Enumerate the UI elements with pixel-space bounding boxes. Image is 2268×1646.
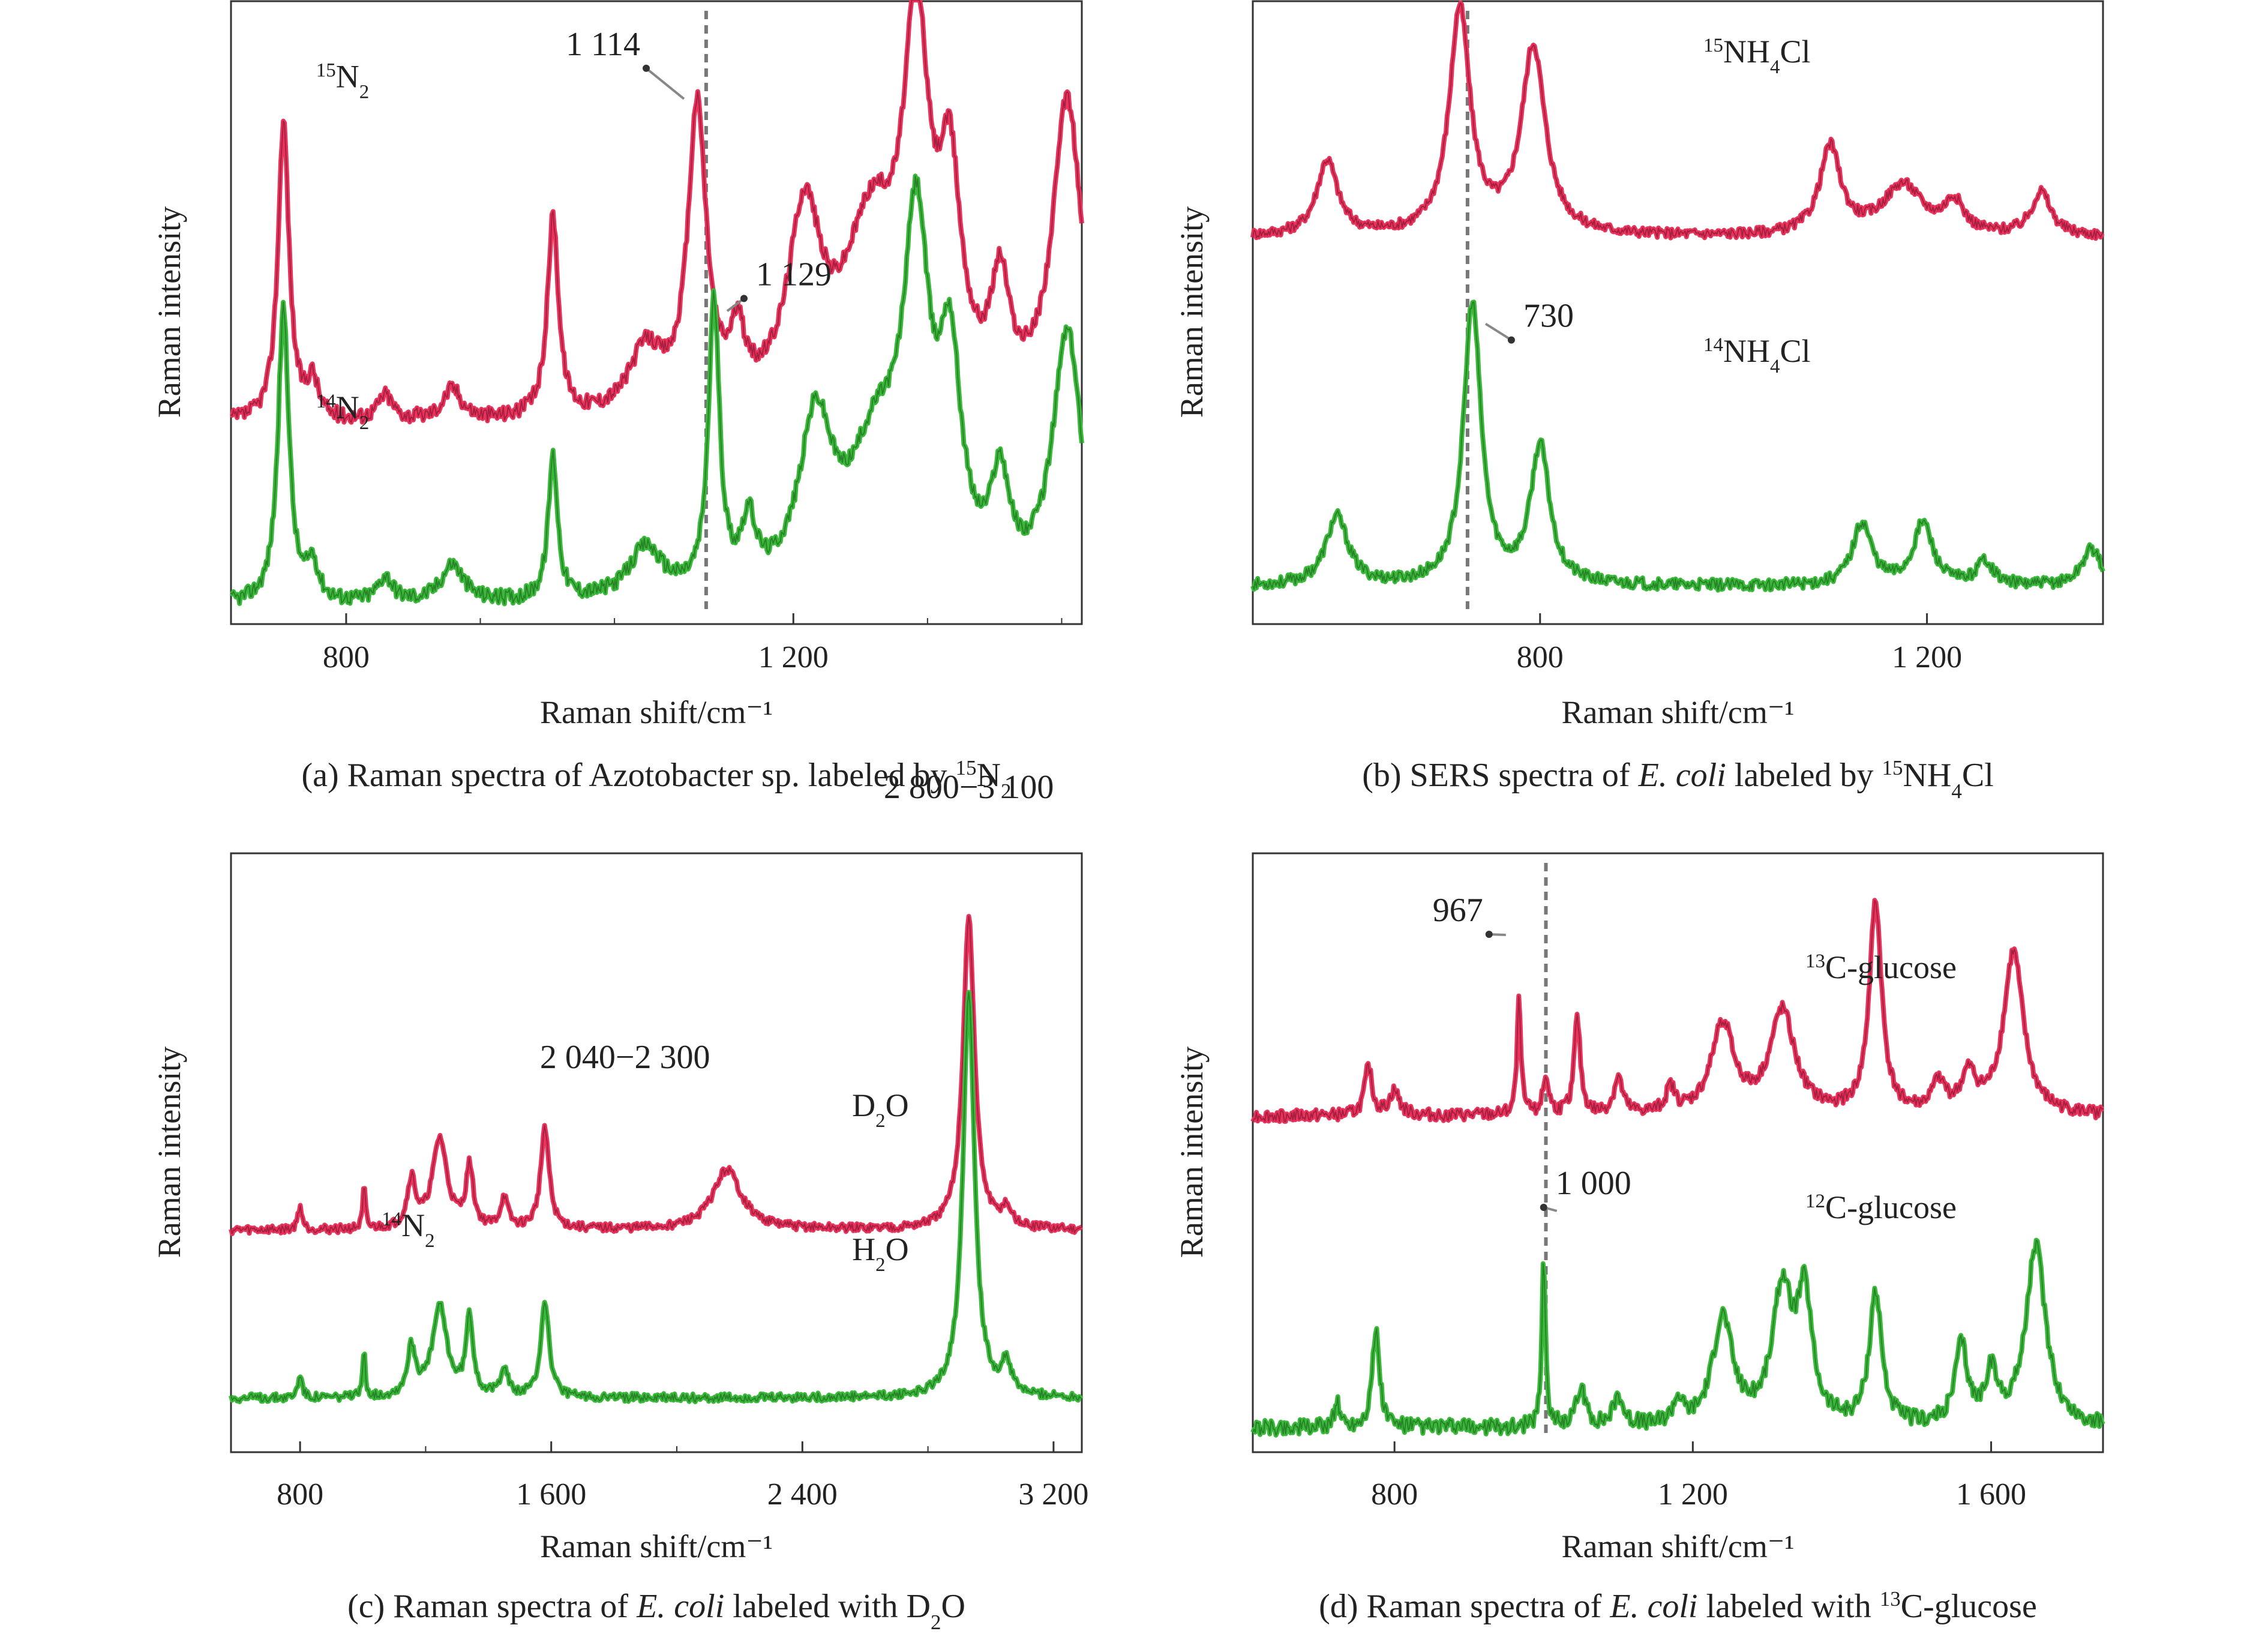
x-tick-label: 1 600 [1956, 1477, 2026, 1512]
x-tick-label: 2 400 [767, 1477, 838, 1512]
annotation-pointer-dot [1485, 931, 1493, 938]
series-label: 12C-glucose [1805, 1189, 1957, 1225]
x-tick-label: 800 [1517, 640, 1564, 674]
x-axis-label: Raman shift/cm⁻¹ [1561, 1528, 1794, 1564]
x-tick-label: 3 200 [1018, 1477, 1088, 1512]
y-axis-label: Raman intensity [151, 1047, 187, 1258]
x-tick-label: 800 [277, 1477, 323, 1512]
panel-b: 800 1 200 Raman shift/cm⁻¹ Raman intensity 1… [1174, 0, 2105, 803]
series-label: D2O [852, 1087, 909, 1132]
annotation-label: 2 040−2 300 [540, 1039, 710, 1076]
panel-caption: (a) Raman spectra of Azotobacter sp. lab… [302, 756, 1012, 803]
series-label: 14NH4Cl [1703, 333, 1811, 377]
y-axis-label: Raman intensity [151, 206, 187, 418]
series-line-core-0 [1252, 900, 2104, 1122]
annotation-pointer [1484, 322, 1513, 341]
plot-frame [1252, 0, 2104, 625]
annotation-label: 1 129 [756, 256, 832, 293]
x-tick-label: 1 200 [758, 640, 829, 674]
annotation-label: 1 114 [566, 26, 640, 63]
x-tick-label: 1 600 [516, 1477, 586, 1512]
x-axis-label: Raman shift/cm⁻¹ [540, 1528, 773, 1564]
plot-frame [230, 852, 1083, 1453]
annotation-label: 2 800−3 100 [884, 769, 1054, 806]
annotation-label: 967 [1433, 892, 1483, 929]
annotation-pointer-dot [1507, 336, 1515, 344]
panel-a: 800 1 200 Raman shift/cm⁻¹ Raman intensity 1… [151, 0, 1084, 803]
series-line-core-0 [230, 916, 1082, 1234]
x-axis-label: Raman shift/cm⁻¹ [1561, 694, 1794, 730]
plot-frame [1252, 852, 2104, 1453]
x-tick-label: 1 200 [1892, 640, 1962, 674]
plot-frame [230, 0, 1083, 625]
annotation-pointer [645, 67, 685, 100]
series-line-core-0 [230, 0, 1082, 423]
series-line-1 [1250, 299, 2105, 593]
annotation-pointer-dot [740, 295, 748, 302]
series-label: 13C-glucose [1805, 949, 1957, 985]
annotation-label: 1 000 [1556, 1165, 1631, 1202]
x-tick-label: 800 [1371, 1477, 1418, 1512]
panel-caption: (c) Raman spectra of E. coli labeled wit… [347, 1588, 965, 1634]
series-line-core-0 [1252, 2, 2104, 239]
series-label: 14N2 [316, 389, 370, 434]
series-line-core-1 [230, 175, 1082, 605]
x-axis-label: Raman shift/cm⁻¹ [540, 694, 773, 730]
series-line-0 [1250, 0, 2105, 241]
annotation-label: 730 [1523, 298, 1574, 335]
y-axis-label: Raman intensity [1174, 206, 1210, 418]
series-line-0 [1250, 898, 2104, 1124]
series-line-core-1 [230, 991, 1082, 1403]
annotation-label: 14N2 [382, 1207, 435, 1252]
series-line-1 [1250, 1237, 2105, 1438]
annotation-pointer-dot [1540, 1204, 1547, 1211]
series-label: 15NH4Cl [1703, 34, 1811, 78]
panel-c: 800 1 600 2 400 3 200 Raman shift/cm⁻¹ Raman … [151, 769, 1088, 1634]
panel-d: 800 1 200 1 600 Raman shift/cm⁻¹ Raman inten… [1174, 852, 2105, 1626]
x-tick-label: 1 200 [1658, 1477, 1728, 1512]
series-label: 15N2 [316, 59, 370, 103]
annotation-pointer-dot [643, 64, 650, 72]
series-label: H2O [852, 1231, 909, 1276]
x-tick-label: 800 [323, 640, 370, 674]
y-axis-label: Raman intensity [1174, 1047, 1210, 1258]
panel-caption: (d) Raman spectra of E. coli labeled wit… [1319, 1587, 2037, 1626]
series-line-core-1 [1252, 1239, 2104, 1436]
series-line-core-1 [1252, 301, 2104, 591]
panel-caption: (b) SERS spectra of E. coli labeled by 1… [1362, 756, 1994, 803]
